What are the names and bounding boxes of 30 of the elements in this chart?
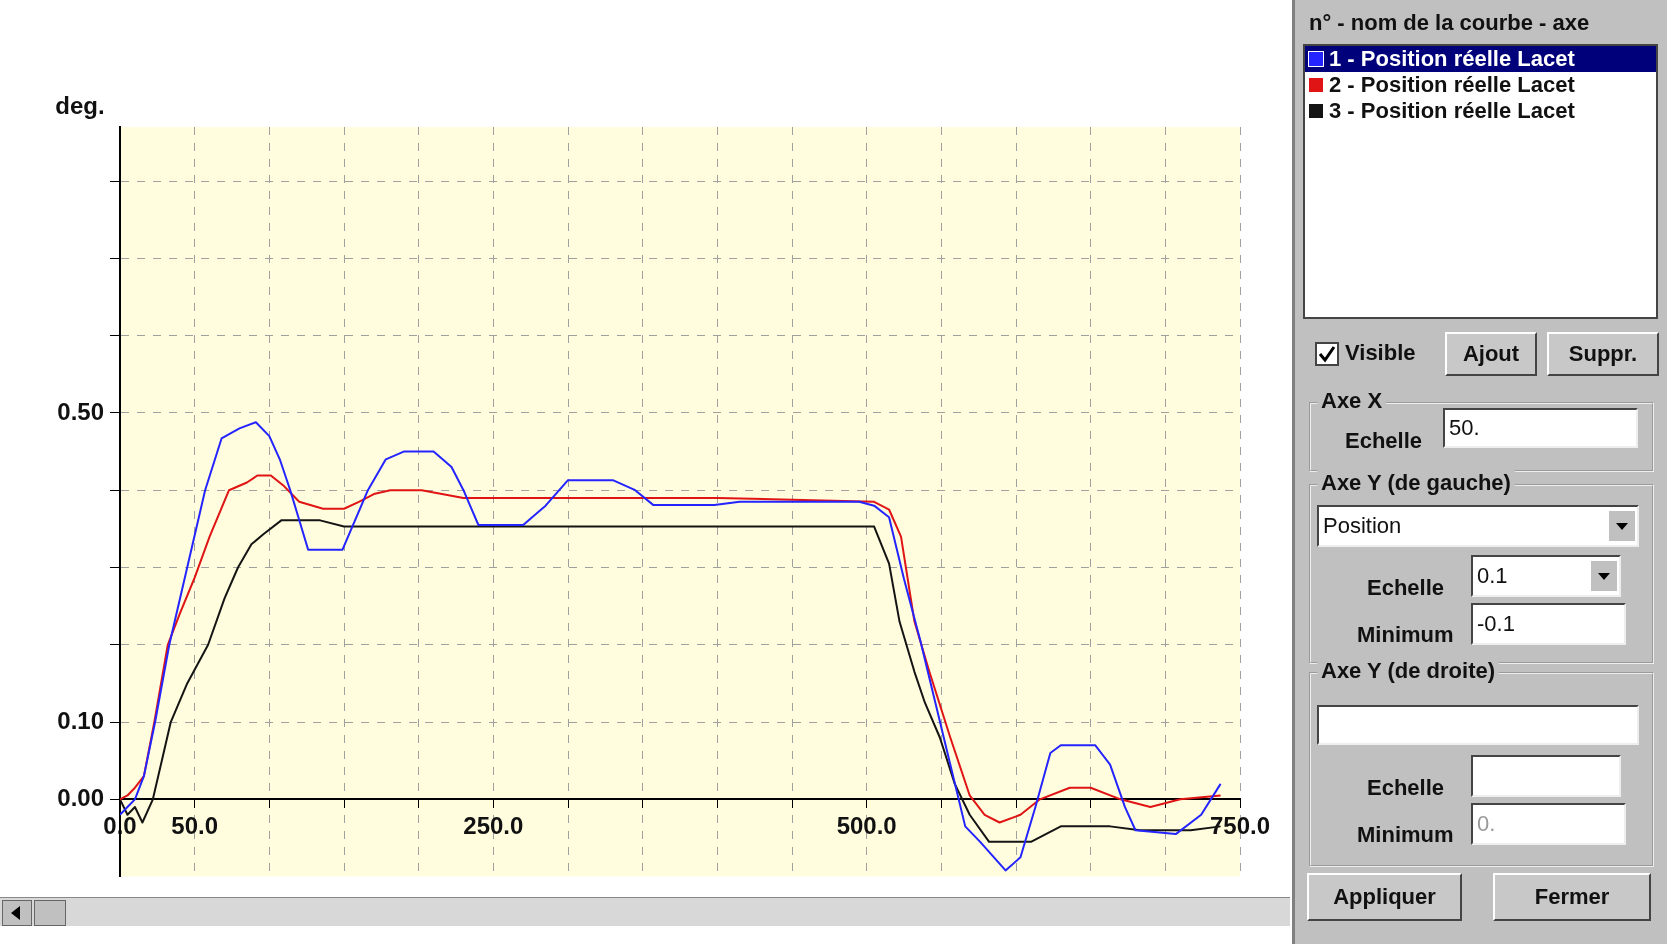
text: Suppr. xyxy=(1547,332,1659,376)
text: Echelle xyxy=(1367,775,1445,801)
text: Minimum xyxy=(1357,822,1454,848)
text: Ajout xyxy=(1445,332,1537,376)
text: Position xyxy=(1317,505,1639,547)
legend-label: 2 - Position réelle Lacet xyxy=(1329,72,1575,98)
text: Echelle xyxy=(1367,575,1445,601)
text: 0.1 xyxy=(1471,555,1621,597)
legend-title: n° - nom de la courbe - axe xyxy=(1309,10,1590,36)
text: Axe Y (de droite) xyxy=(1317,658,1500,684)
text: 0. xyxy=(1471,803,1626,845)
y-tick-label: 0.10 xyxy=(57,706,104,734)
x-tick-label: 250.0 xyxy=(463,812,524,840)
text: Echelle xyxy=(1345,428,1423,454)
text: Minimum xyxy=(1357,622,1454,648)
x-tick-label: 500.0 xyxy=(836,812,897,840)
text: Fermer xyxy=(1493,873,1651,921)
text: 50. xyxy=(1443,408,1638,448)
y-tick-label: 0.50 xyxy=(57,397,104,425)
legend-label: 1 - Position réelle Lacet xyxy=(1329,46,1575,72)
text: Axe Y (de gauche) xyxy=(1317,470,1515,496)
legend-label: 3 - Position réelle Lacet xyxy=(1329,98,1575,124)
text: -0.1 xyxy=(1471,603,1626,645)
x-tick-label: 750.0 xyxy=(1209,812,1271,840)
y-tick-label: 0.00 xyxy=(57,783,104,811)
text: Visible xyxy=(1345,340,1416,366)
text: Axe X xyxy=(1317,388,1387,414)
x-tick-label: 50.0 xyxy=(171,812,219,840)
text: Appliquer xyxy=(1307,873,1462,921)
y-axis-title: deg. xyxy=(55,91,105,119)
